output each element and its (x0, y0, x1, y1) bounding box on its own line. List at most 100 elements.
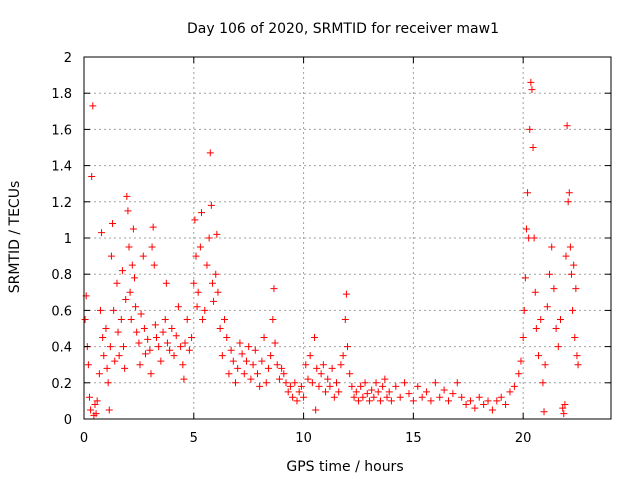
data-point (524, 189, 532, 197)
data-point (280, 370, 288, 378)
y-tick-label: 2 (64, 51, 72, 66)
data-point (453, 379, 461, 387)
data-point (115, 352, 123, 360)
data-point (339, 352, 347, 360)
data-point (278, 364, 286, 372)
data-point (562, 252, 570, 260)
data-point (573, 352, 581, 360)
y-tick-label: 0.4 (51, 341, 72, 356)
data-point (418, 393, 426, 401)
data-point (161, 315, 169, 323)
data-point (223, 334, 231, 342)
data-point (163, 339, 171, 347)
data-point (166, 346, 174, 354)
data-point (520, 306, 528, 314)
y-tick-label: 1.8 (51, 87, 72, 102)
data-point (102, 325, 110, 332)
data-point (431, 379, 439, 387)
x-tick-label: 20 (515, 431, 532, 446)
data-point (132, 303, 140, 311)
data-point (569, 306, 577, 314)
data-point (312, 406, 320, 414)
data-point (374, 388, 382, 396)
data-point (445, 397, 453, 405)
data-point (140, 325, 148, 332)
data-point (556, 315, 564, 323)
data-point (387, 397, 395, 405)
data-point (341, 315, 349, 323)
data-point (319, 361, 327, 369)
data-point (423, 388, 431, 396)
data-point (114, 328, 122, 336)
data-point (335, 388, 343, 396)
data-point (232, 379, 240, 387)
data-point (122, 296, 130, 304)
data-point (137, 310, 145, 318)
data-point (117, 315, 125, 323)
data-point (240, 370, 248, 378)
data-point (291, 379, 299, 387)
data-point (510, 382, 518, 390)
data-point (330, 393, 338, 401)
data-point (359, 393, 367, 401)
x-tick-label: 5 (190, 431, 198, 446)
data-point (354, 397, 362, 405)
data-point (293, 397, 301, 405)
data-point (218, 352, 226, 360)
data-point (352, 388, 360, 396)
data-point (177, 343, 185, 351)
x-tick-label: 10 (295, 431, 312, 446)
x-axis-label: GPS time / hours (286, 459, 403, 475)
data-point (125, 243, 133, 251)
data-point (227, 346, 235, 354)
data-point (120, 343, 128, 351)
data-point (133, 328, 141, 336)
data-point (131, 274, 139, 282)
data-point (185, 346, 193, 354)
y-tick-label: 0.2 (51, 377, 72, 392)
data-point (548, 243, 556, 251)
data-point (170, 352, 178, 360)
data-point (179, 361, 187, 369)
tick-marks (83, 56, 611, 420)
data-point (260, 334, 268, 342)
data-point (565, 189, 573, 197)
data-point (350, 393, 358, 401)
data-point (532, 325, 540, 332)
data-point (572, 285, 580, 293)
data-point (550, 285, 558, 293)
data-point (282, 379, 290, 387)
data-point (213, 230, 221, 238)
data-point (346, 370, 354, 378)
data-point (238, 350, 246, 358)
data-point (392, 382, 400, 390)
data-point (111, 357, 119, 365)
data-point (270, 285, 278, 293)
data-point (529, 144, 537, 151)
data-point (385, 388, 393, 396)
data-point (322, 388, 330, 396)
data-point (199, 315, 207, 323)
data-point (383, 393, 391, 401)
data-point (205, 234, 213, 242)
data-point (221, 315, 229, 323)
data-point (147, 370, 155, 378)
data-point (357, 382, 365, 390)
data-point (262, 379, 270, 387)
data-point (552, 325, 560, 332)
data-point (180, 375, 188, 383)
data-point (311, 334, 319, 342)
data-point (258, 357, 266, 365)
data-point (530, 234, 538, 242)
data-point (546, 270, 554, 278)
data-point (401, 379, 409, 387)
y-tick-label: 0.6 (51, 304, 72, 319)
data-point (214, 288, 222, 296)
data-point (212, 270, 220, 278)
data-point (506, 388, 514, 396)
y-tick-label: 0 (64, 413, 72, 428)
data-point (203, 261, 211, 269)
data-point (256, 382, 264, 390)
data-point (540, 408, 548, 416)
data-point (208, 279, 216, 287)
